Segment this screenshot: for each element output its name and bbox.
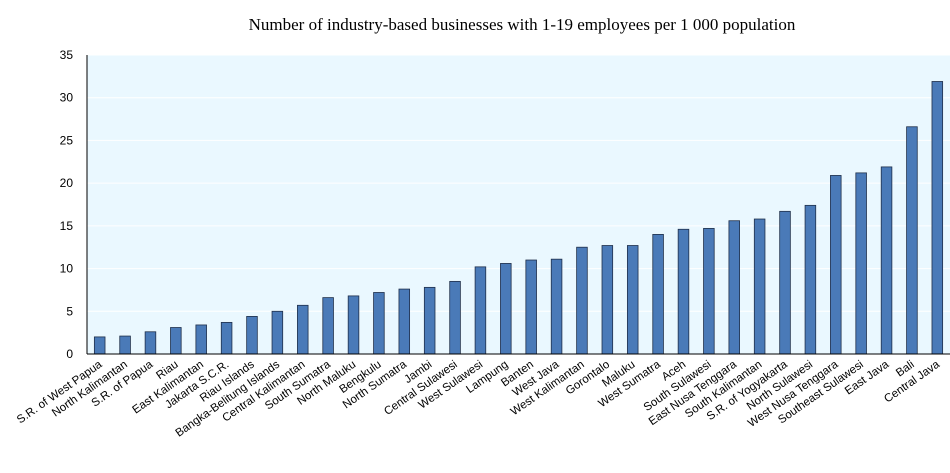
bar xyxy=(246,316,258,355)
bar xyxy=(449,280,461,355)
bar xyxy=(474,266,487,355)
bar xyxy=(880,166,893,355)
bar xyxy=(398,288,411,355)
bar xyxy=(500,263,512,355)
bar xyxy=(271,310,284,355)
bar xyxy=(297,304,309,355)
y-tick-label: 20 xyxy=(60,176,74,190)
chart-title: Number of industry-based businesses with… xyxy=(249,15,796,34)
bar xyxy=(626,245,639,355)
y-tick-label: 30 xyxy=(60,91,74,105)
bar xyxy=(322,297,334,355)
plot-background xyxy=(87,55,950,354)
y-tick-label: 15 xyxy=(60,219,74,233)
bar xyxy=(423,286,436,355)
bar xyxy=(347,295,360,355)
bar xyxy=(576,246,588,355)
bar xyxy=(601,245,614,355)
y-tick-label: 10 xyxy=(60,262,74,276)
bar xyxy=(703,228,715,355)
bar xyxy=(373,292,385,355)
bar xyxy=(220,321,233,355)
bar xyxy=(677,228,690,355)
bar xyxy=(119,335,131,355)
bar xyxy=(144,331,157,355)
bar xyxy=(652,233,664,355)
y-tick-label: 35 xyxy=(60,48,74,62)
bar xyxy=(931,81,944,355)
bar xyxy=(855,172,867,355)
bar xyxy=(753,218,766,355)
y-tick-label: 25 xyxy=(60,133,74,147)
y-tick-label: 5 xyxy=(66,304,73,318)
bar xyxy=(550,258,563,355)
bar xyxy=(779,210,791,355)
bar xyxy=(525,259,537,355)
bar xyxy=(906,126,918,355)
y-tick-label: 0 xyxy=(66,347,73,361)
bar xyxy=(728,220,740,355)
bar xyxy=(804,204,817,355)
bar xyxy=(93,336,106,355)
bar xyxy=(195,324,207,355)
bar xyxy=(830,175,842,355)
bar xyxy=(170,327,182,355)
